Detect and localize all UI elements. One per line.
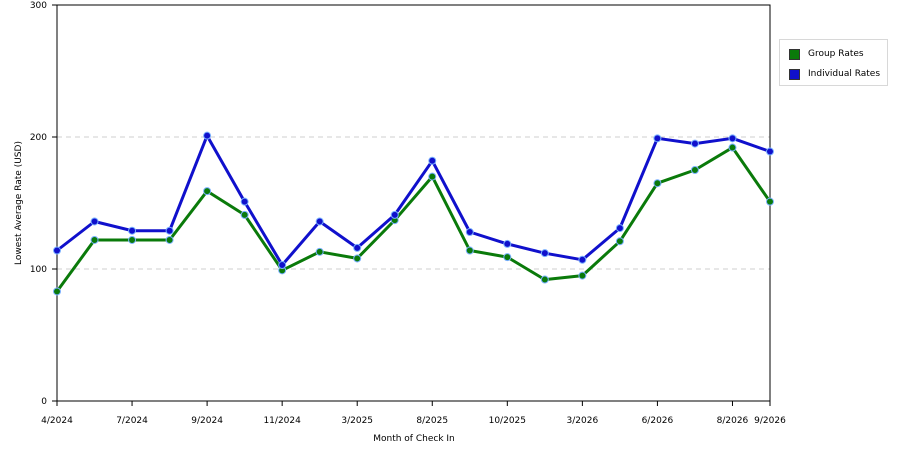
data-point-group-rates-11	[465, 246, 474, 255]
data-point-group-rates-18	[728, 143, 737, 152]
x-tick-label-6/2026: 6/2026	[642, 416, 674, 426]
legend-item-individual-rates: Individual Rates	[789, 67, 880, 81]
legend-swatch-group-rates	[789, 48, 800, 60]
data-point-group-rates-7	[315, 247, 324, 256]
series-lines	[53, 131, 774, 296]
data-point-individual-rates-2	[128, 226, 137, 235]
y-tick-label-300: 300	[30, 1, 47, 11]
data-point-individual-rates-5	[240, 197, 249, 206]
plot-frame	[56, 4, 771, 402]
series-group-rates	[53, 143, 774, 296]
data-point-group-rates-0	[53, 287, 61, 296]
data-point-individual-rates-15	[615, 224, 624, 233]
data-point-individual-rates-8	[353, 243, 362, 252]
x-tick-label-11/2024: 11/2024	[263, 416, 301, 426]
series-line-individual-rates	[56, 134, 771, 267]
x-tick-label-9/2024: 9/2024	[191, 416, 223, 426]
data-point-group-rates-5	[240, 210, 249, 219]
data-point-individual-rates-4	[203, 131, 212, 140]
y-tick-label-0: 0	[41, 397, 47, 407]
data-point-individual-rates-11	[465, 228, 474, 237]
data-point-individual-rates-12	[503, 239, 512, 248]
y-tick-label-200: 200	[30, 133, 47, 143]
data-point-group-rates-17	[690, 166, 699, 174]
x-tick-label-8/2025: 8/2025	[416, 416, 448, 426]
data-point-individual-rates-17	[690, 139, 699, 148]
y-axis-ticks: 0 100 200 300	[30, 1, 57, 407]
legend-label-group-rates: Group Rates	[808, 49, 864, 59]
data-point-group-rates-8	[353, 254, 362, 263]
data-point-individual-rates-9	[390, 210, 399, 219]
data-point-individual-rates-18	[728, 134, 737, 143]
data-point-group-rates-2	[128, 235, 137, 244]
legend-label-individual-rates: Individual Rates	[808, 69, 881, 79]
data-point-individual-rates-14	[578, 255, 587, 264]
y-axis-title: Lowest Average Rate (USD)	[14, 141, 24, 265]
x-tick-label-8/2026: 8/2026	[717, 416, 749, 426]
data-point-individual-rates-13	[540, 249, 549, 258]
gridlines	[57, 136, 770, 270]
data-point-group-rates-19	[766, 197, 774, 206]
data-point-group-rates-15	[615, 237, 624, 246]
data-point-group-rates-10	[428, 172, 437, 181]
data-point-group-rates-13	[540, 275, 549, 284]
x-tick-label-3/2026: 3/2026	[567, 416, 599, 426]
data-point-individual-rates-3	[165, 226, 174, 235]
x-tick-label-10/2025: 10/2025	[489, 416, 526, 426]
x-tick-label-9/2026: 9/2026	[754, 416, 786, 426]
data-point-individual-rates-16	[653, 134, 662, 143]
data-point-individual-rates-19	[766, 147, 774, 156]
x-tick-label-3/2025: 3/2025	[341, 416, 373, 426]
x-axis-title: Month of Check In	[373, 434, 455, 444]
legend-swatch-individual-rates	[789, 68, 800, 80]
data-point-individual-rates-0	[53, 246, 61, 255]
x-tick-label-4/2024: 4/2024	[41, 416, 73, 426]
data-point-individual-rates-10	[428, 156, 437, 165]
y-tick-label-100: 100	[30, 265, 47, 275]
series-line-group-rates	[55, 146, 772, 293]
legend: Group Rates Individual Rates	[779, 39, 888, 86]
data-point-group-rates-3	[165, 235, 174, 244]
x-tick-label-7/2024: 7/2024	[116, 416, 148, 426]
x-axis-ticks: 4/2024 7/2024 9/2024 11/2024 3/2025 8/2025 10/…	[41, 401, 786, 426]
data-point-individual-rates-7	[315, 217, 324, 226]
data-point-group-rates-4	[203, 187, 212, 196]
data-point-group-rates-14	[578, 271, 587, 280]
data-point-group-rates-16	[653, 179, 662, 188]
legend-item-group-rates: Group Rates	[789, 47, 864, 61]
data-point-group-rates-12	[503, 253, 512, 262]
data-point-individual-rates-6	[278, 261, 287, 270]
data-point-group-rates-1	[90, 235, 99, 244]
series-individual-rates	[53, 131, 774, 270]
data-point-individual-rates-1	[90, 217, 99, 226]
